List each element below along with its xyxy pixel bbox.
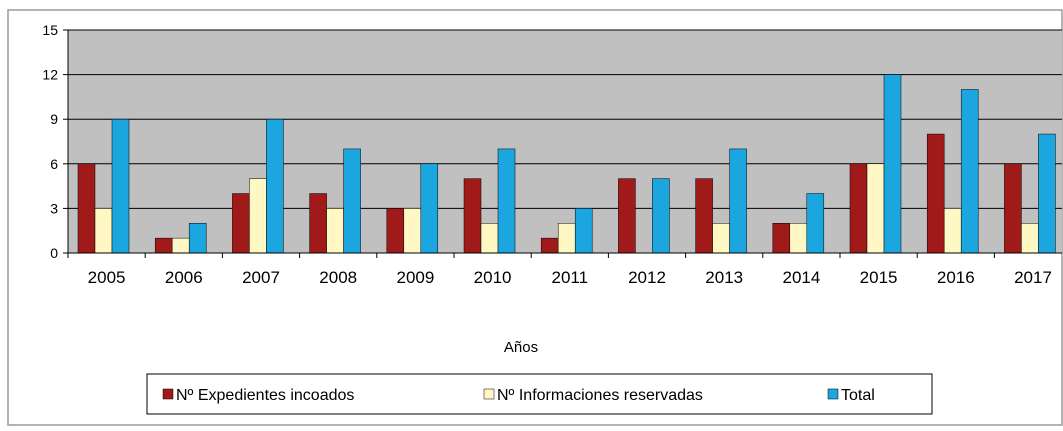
x-axis: 2005 2006 2007 2008 2009 2010 2011 2012 2013 2014… bbox=[67, 252, 1062, 287]
x-axis-label: Años bbox=[504, 339, 538, 356]
bar bbox=[574, 208, 593, 254]
bar bbox=[403, 208, 422, 254]
bar bbox=[1004, 163, 1022, 254]
bar bbox=[309, 193, 327, 254]
x-tick-label: 2006 bbox=[165, 268, 203, 287]
y-tick-label: 0 bbox=[50, 245, 58, 261]
plot-background bbox=[68, 30, 1062, 253]
bar bbox=[266, 118, 284, 254]
bar bbox=[154, 237, 173, 254]
legend-box bbox=[146, 373, 933, 415]
x-tick-label: 2008 bbox=[319, 268, 357, 287]
y-tick-label: 15 bbox=[42, 22, 58, 38]
legend-swatch bbox=[162, 388, 174, 400]
bar bbox=[849, 163, 868, 254]
bar bbox=[729, 148, 747, 254]
bar bbox=[926, 133, 945, 254]
bar bbox=[618, 178, 636, 254]
x-tick-label: 2015 bbox=[860, 268, 898, 287]
bar bbox=[111, 118, 130, 254]
bar bbox=[695, 178, 713, 254]
bar bbox=[557, 223, 576, 254]
x-tick-label: 2009 bbox=[396, 268, 434, 287]
legend: Nº Expedientes incoados Nº Informaciones … bbox=[146, 373, 933, 415]
bar bbox=[463, 178, 482, 254]
x-tick-label: 2017 bbox=[1014, 268, 1052, 287]
x-tick-label: 2016 bbox=[937, 268, 975, 287]
bar bbox=[249, 178, 267, 254]
legend-swatch bbox=[483, 388, 495, 400]
y-tick-label: 3 bbox=[50, 200, 58, 216]
bar bbox=[772, 223, 791, 254]
bar bbox=[712, 223, 730, 254]
y-axis: 0 3 6 9 12 15 bbox=[42, 22, 69, 261]
bar bbox=[1021, 223, 1039, 254]
y-tick-label: 12 bbox=[42, 67, 58, 83]
legend-label: Nº Expedientes incoados bbox=[176, 387, 354, 404]
bar bbox=[883, 74, 902, 254]
y-tick-label: 6 bbox=[50, 156, 58, 172]
legend-swatch bbox=[827, 388, 839, 400]
x-tick-label: 2013 bbox=[705, 268, 743, 287]
x-tick-label: 2005 bbox=[88, 268, 126, 287]
bar bbox=[789, 223, 808, 254]
x-tick-label: 2012 bbox=[628, 268, 666, 287]
y-tick-label: 9 bbox=[50, 111, 58, 127]
x-tick-label: 2010 bbox=[474, 268, 512, 287]
bar bbox=[866, 163, 885, 254]
x-tick-label: 2007 bbox=[242, 268, 280, 287]
x-tick-label: 2011 bbox=[552, 268, 589, 287]
legend-label: Total bbox=[841, 387, 875, 404]
bar bbox=[1038, 133, 1056, 254]
plot-area bbox=[68, 29, 1062, 254]
bar bbox=[806, 193, 825, 254]
bar bbox=[326, 208, 344, 254]
bar bbox=[77, 163, 96, 254]
bar bbox=[343, 148, 361, 254]
bar bbox=[232, 193, 250, 254]
bar bbox=[652, 178, 670, 254]
x-tick-label: 2014 bbox=[782, 268, 820, 287]
bar bbox=[480, 223, 499, 254]
bar bbox=[497, 148, 516, 254]
bar bbox=[420, 163, 439, 254]
bar bbox=[960, 89, 979, 254]
bar bbox=[386, 208, 405, 254]
bar bbox=[171, 237, 190, 254]
bar bbox=[94, 208, 113, 254]
legend-label: Nº Informaciones reservadas bbox=[497, 387, 703, 404]
bar bbox=[540, 237, 559, 254]
bar bbox=[943, 208, 962, 254]
bar bbox=[188, 223, 207, 254]
